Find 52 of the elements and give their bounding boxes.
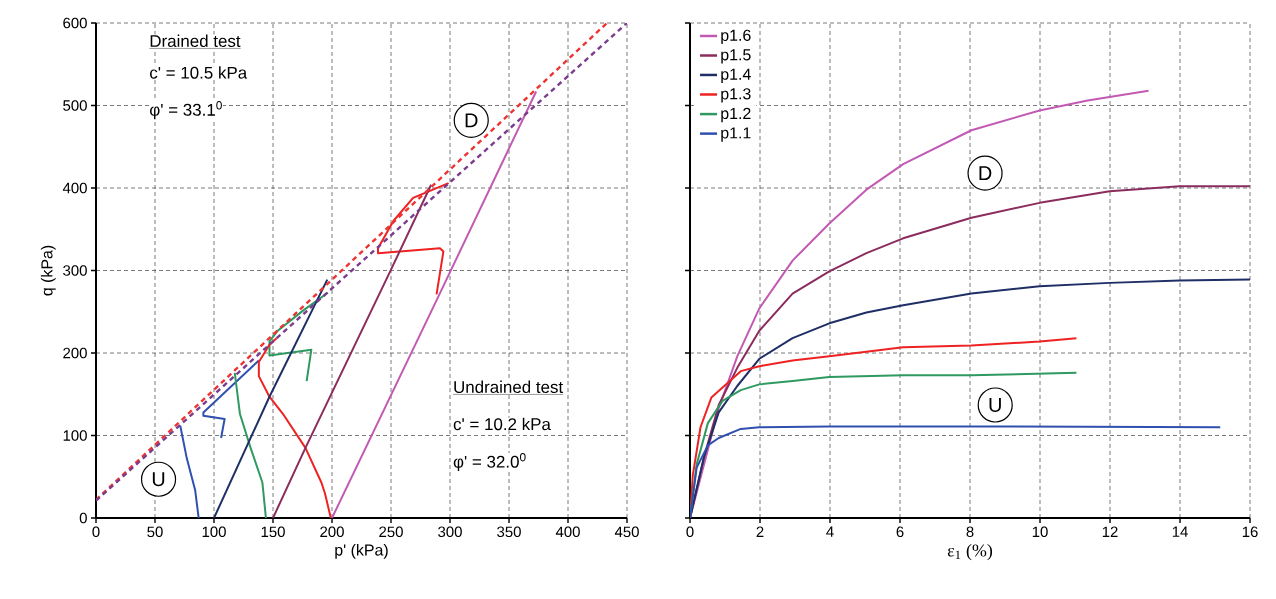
legend-label: p1.3 [721, 88, 751, 103]
line-series [377, 182, 450, 296]
x-axis-title: ε$_{1}$ (%) [947, 543, 993, 561]
x-tick-label: 6 [896, 526, 904, 538]
annotation: φ' = 32.0$^{0}$ [453, 453, 526, 472]
line-series [257, 337, 332, 518]
x-tick-label: 150 [261, 526, 285, 538]
x-tick-label: 250 [379, 526, 403, 538]
x-tick-label: 400 [555, 526, 580, 538]
x-tick-label: 8 [966, 526, 974, 538]
legend-label: p1.6 [721, 29, 751, 45]
legend-label: p1.2 [721, 107, 751, 123]
annotation: c' = 10.2 kPa [453, 417, 551, 431]
x-tick-label: 16 [1242, 526, 1258, 538]
x-tick-label: 450 [614, 526, 639, 538]
y-tick-label: 200 [63, 347, 87, 359]
x-tick-label: 100 [202, 526, 226, 538]
legend-label: p1.4 [721, 68, 751, 83]
line-series [272, 183, 433, 518]
x-tick-label: 300 [438, 526, 462, 538]
x-axis-title: p' (kPa) [335, 543, 388, 559]
y-tick-label: 500 [63, 100, 87, 111]
x-tick-label: 10 [1032, 526, 1048, 538]
annotation: c' = 10.5 kPa [150, 66, 248, 79]
x-tick-label: 200 [320, 526, 344, 538]
annotation: D [465, 113, 478, 128]
annotation: U [152, 472, 165, 487]
legend-label: p1.1 [721, 127, 751, 142]
y-tick-label: 100 [63, 430, 87, 441]
x-tick-label: 350 [497, 526, 521, 538]
annotation: U [989, 398, 1001, 412]
y-tick-label: 400 [62, 182, 87, 194]
x-tick-label: 14 [1172, 526, 1188, 537]
x-tick-label: 2 [756, 526, 764, 537]
legend-label: p1.5 [721, 49, 751, 64]
annotation: Undrained test [454, 380, 564, 394]
y-axis-title: q (kPa) [40, 245, 56, 296]
line-series [233, 371, 267, 518]
x-tick-label: 12 [1102, 526, 1118, 537]
x-tick-label: 4 [826, 526, 834, 537]
x-tick-label: 0 [92, 526, 100, 538]
line-series [202, 359, 260, 439]
line-series [268, 291, 329, 383]
annotation: φ' = 33.1$^{0}$ [150, 101, 222, 120]
x-tick-label: 0 [686, 526, 694, 538]
line-series [179, 424, 200, 518]
x-tick-label: 50 [147, 526, 163, 538]
annotation: D [979, 166, 992, 181]
annotation: Drained test [150, 34, 241, 48]
y-tick-label: 0 [79, 512, 87, 524]
y-tick-label: 600 [63, 17, 87, 29]
y-tick-label: 300 [63, 265, 87, 276]
